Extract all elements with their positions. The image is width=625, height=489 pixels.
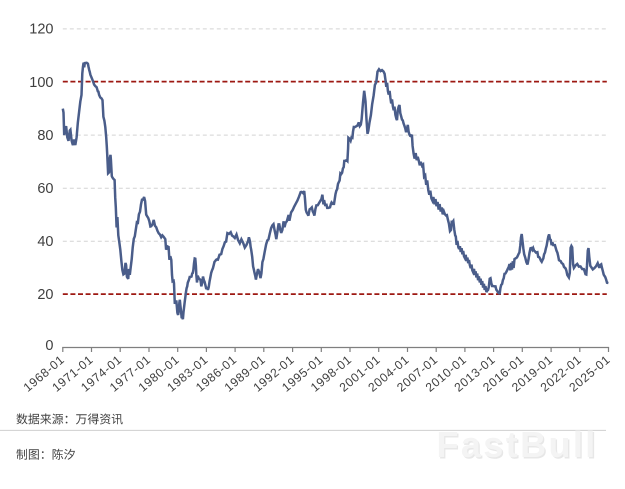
svg-text:20: 20 — [37, 287, 53, 303]
svg-text:60: 60 — [37, 181, 53, 197]
svg-text:0: 0 — [45, 338, 53, 354]
svg-text:80: 80 — [37, 128, 53, 144]
svg-text:120: 120 — [29, 22, 53, 38]
svg-text:40: 40 — [37, 234, 53, 250]
svg-text:FastBull: FastBull — [437, 424, 598, 465]
svg-text:100: 100 — [29, 75, 53, 91]
svg-text:FastBull: FastBull — [438, 425, 599, 466]
